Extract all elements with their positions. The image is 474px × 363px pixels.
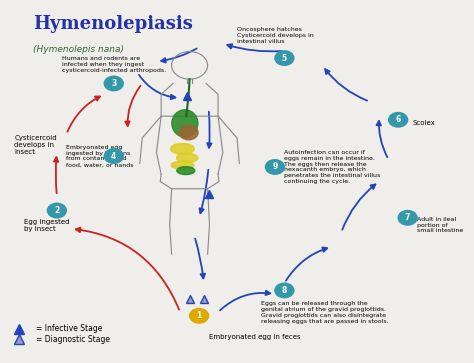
Text: Embryonated egg
ingested by humans
from contaminated
food, water, or hands: Embryonated egg ingested by humans from … bbox=[66, 145, 134, 167]
Circle shape bbox=[190, 309, 209, 323]
Text: Hymenolepiasis: Hymenolepiasis bbox=[33, 15, 193, 33]
Text: 4: 4 bbox=[111, 152, 117, 160]
Circle shape bbox=[275, 283, 294, 298]
Text: 6: 6 bbox=[395, 115, 401, 124]
Ellipse shape bbox=[171, 143, 194, 154]
Ellipse shape bbox=[176, 154, 198, 163]
Text: = Diagnostic Stage: = Diagnostic Stage bbox=[36, 335, 109, 344]
Circle shape bbox=[104, 76, 123, 91]
Ellipse shape bbox=[177, 167, 195, 175]
Circle shape bbox=[275, 51, 294, 65]
Text: 8: 8 bbox=[282, 286, 287, 295]
Text: 1: 1 bbox=[196, 311, 202, 320]
Text: = Infective Stage: = Infective Stage bbox=[36, 324, 102, 333]
Text: Scolex: Scolex bbox=[412, 121, 435, 126]
Text: 9: 9 bbox=[272, 163, 278, 171]
Text: 2: 2 bbox=[54, 206, 60, 215]
Circle shape bbox=[47, 203, 66, 218]
Circle shape bbox=[398, 211, 417, 225]
Ellipse shape bbox=[179, 125, 198, 140]
Text: 5: 5 bbox=[282, 54, 287, 62]
Text: Adult in ileal
portion of
small intestine: Adult in ileal portion of small intestin… bbox=[417, 217, 464, 233]
Text: Eggs can be released through the
genital atrium of the gravid proglottids.
Gravi: Eggs can be released through the genital… bbox=[261, 301, 388, 324]
Circle shape bbox=[104, 149, 123, 163]
Ellipse shape bbox=[171, 161, 194, 169]
Text: 3: 3 bbox=[111, 79, 117, 88]
Text: Cysticercoid
develops in
insect: Cysticercoid develops in insect bbox=[14, 135, 57, 155]
Text: Autoinfection can occur if
eggs remain in the intestine.
The eggs then release t: Autoinfection can occur if eggs remain i… bbox=[284, 150, 381, 184]
Text: (Hymenolepis nana): (Hymenolepis nana) bbox=[33, 45, 124, 54]
Text: Embryonated egg in feces: Embryonated egg in feces bbox=[209, 334, 300, 340]
Text: Humans and rodents are
infected when they ingest
cysticercoid-infected arthropod: Humans and rodents are infected when the… bbox=[62, 56, 166, 73]
Text: Egg ingested
by insect: Egg ingested by insect bbox=[24, 219, 69, 232]
Circle shape bbox=[265, 160, 284, 174]
Ellipse shape bbox=[172, 110, 198, 137]
Circle shape bbox=[389, 113, 408, 127]
Text: Oncosphere hatches
Cysticercoid develops in
intestinal villus: Oncosphere hatches Cysticercoid develops… bbox=[237, 27, 314, 44]
Text: 7: 7 bbox=[405, 213, 410, 222]
